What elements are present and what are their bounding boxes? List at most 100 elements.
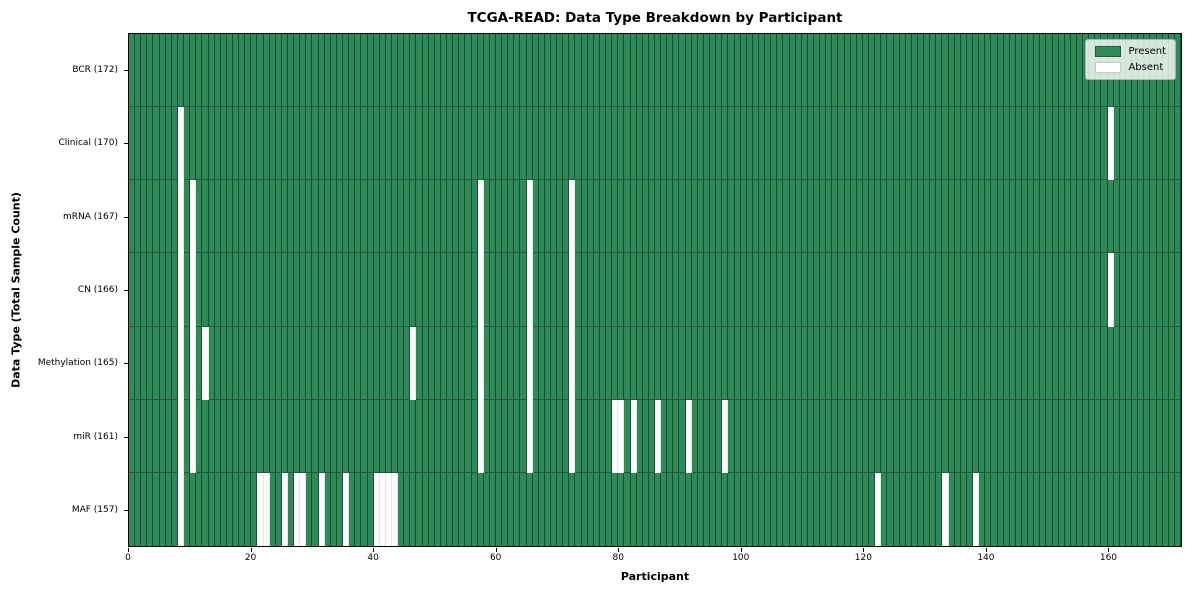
heatmap-cell [281, 472, 289, 546]
x-tick-label: 160 [1099, 553, 1118, 563]
heatmap-cell [190, 472, 197, 546]
heatmap-cell [679, 253, 686, 327]
heatmap-cell [440, 472, 448, 546]
heatmap-cell [1174, 326, 1181, 400]
heatmap-cell [483, 326, 490, 400]
heatmap-cell [1046, 253, 1053, 327]
heatmap-cell [514, 399, 521, 473]
heatmap-cell [245, 180, 252, 254]
heatmap-cell [795, 34, 802, 108]
heatmap-cell [936, 472, 943, 546]
heatmap-cell [832, 180, 839, 254]
heatmap-cell [306, 180, 313, 254]
heatmap-cell [330, 399, 337, 473]
heatmap-cell [905, 34, 912, 108]
heatmap-cell [954, 399, 961, 473]
heatmap-cell [1034, 326, 1041, 400]
heatmap-cell [1058, 399, 1065, 473]
heatmap-cell [838, 34, 845, 108]
heatmap-cell [1174, 472, 1181, 546]
heatmap-cell [881, 34, 888, 108]
heatmap-cell [1107, 253, 1114, 327]
heatmap-cell [1021, 472, 1029, 546]
heatmap-cell [361, 253, 368, 327]
heatmap-cell [777, 399, 784, 473]
heatmap-cell [942, 399, 949, 473]
heatmap-cell [1009, 180, 1016, 254]
heatmap-cell [141, 253, 148, 327]
heatmap-cell [1150, 326, 1157, 400]
heatmap-cell [502, 472, 509, 546]
heatmap-cell [263, 34, 270, 108]
heatmap-cell [367, 399, 374, 473]
heatmap-cell [392, 253, 399, 327]
heatmap-cell [844, 326, 851, 400]
heatmap-cell [655, 34, 662, 108]
heatmap-cell [966, 34, 974, 108]
heatmap-cell [1015, 34, 1022, 108]
heatmap-cell [392, 472, 399, 546]
heatmap-cell [355, 180, 362, 254]
heatmap-cell [618, 107, 625, 181]
heatmap-cell [336, 472, 344, 546]
heatmap-cell [367, 253, 374, 327]
heatmap-cell [814, 180, 821, 254]
heatmap-cell [532, 34, 539, 108]
heatmap-cell [508, 180, 515, 254]
heatmap-cell [220, 326, 227, 400]
heatmap-cell [783, 34, 790, 108]
heatmap-cell [324, 107, 331, 181]
heatmap-cell [300, 399, 307, 473]
heatmap-cell [960, 399, 967, 473]
legend-item: Absent [1095, 62, 1166, 73]
heatmap-cell [807, 399, 815, 473]
heatmap-cell [281, 326, 289, 400]
heatmap-cell [973, 399, 980, 473]
heatmap-cell [184, 34, 191, 108]
heatmap-cell [349, 472, 356, 546]
heatmap-cell [1052, 107, 1059, 181]
x-tick-mark [740, 548, 742, 552]
heatmap-cell [936, 326, 943, 400]
heatmap-cell [416, 107, 423, 181]
heatmap-cell [1003, 399, 1010, 473]
heatmap-cell [661, 472, 668, 546]
heatmap-cell [973, 180, 980, 254]
heatmap-cell [881, 326, 888, 400]
heatmap-cell [324, 326, 331, 400]
heatmap-cell [1101, 253, 1108, 327]
heatmap-cell [263, 326, 270, 400]
heatmap-cell [599, 253, 607, 327]
heatmap-cell [275, 34, 282, 108]
heatmap-cell [771, 253, 778, 327]
heatmap-cell [532, 399, 539, 473]
heatmap-cell [642, 326, 649, 400]
x-tick-label: 0 [125, 553, 131, 563]
heatmap-cell [202, 253, 209, 327]
heatmap-cell [563, 180, 570, 254]
heatmap-cell [575, 34, 582, 108]
heatmap-cell [208, 326, 215, 400]
heatmap-cell [991, 107, 998, 181]
heatmap-cell [214, 180, 221, 254]
heatmap-cell [606, 472, 613, 546]
heatmap-cell [655, 253, 662, 327]
heatmap-cell [703, 180, 711, 254]
heatmap-cell [1040, 34, 1047, 108]
heatmap-cell [679, 180, 686, 254]
heatmap-cell [153, 253, 160, 327]
heatmap-cell [1125, 326, 1133, 400]
heatmap-cell [208, 180, 215, 254]
heatmap-cell [434, 34, 441, 108]
heatmap-cell [801, 253, 808, 327]
heatmap-cell [746, 253, 753, 327]
heatmap-cell [899, 180, 906, 254]
heatmap-cell [147, 107, 154, 181]
heatmap-cell [459, 472, 466, 546]
heatmap-cell [563, 326, 570, 400]
heatmap-cell [1040, 253, 1047, 327]
heatmap-cell [1119, 326, 1126, 400]
heatmap-cell [1144, 253, 1151, 327]
heatmap-cell [862, 34, 870, 108]
heatmap-cell [465, 180, 472, 254]
